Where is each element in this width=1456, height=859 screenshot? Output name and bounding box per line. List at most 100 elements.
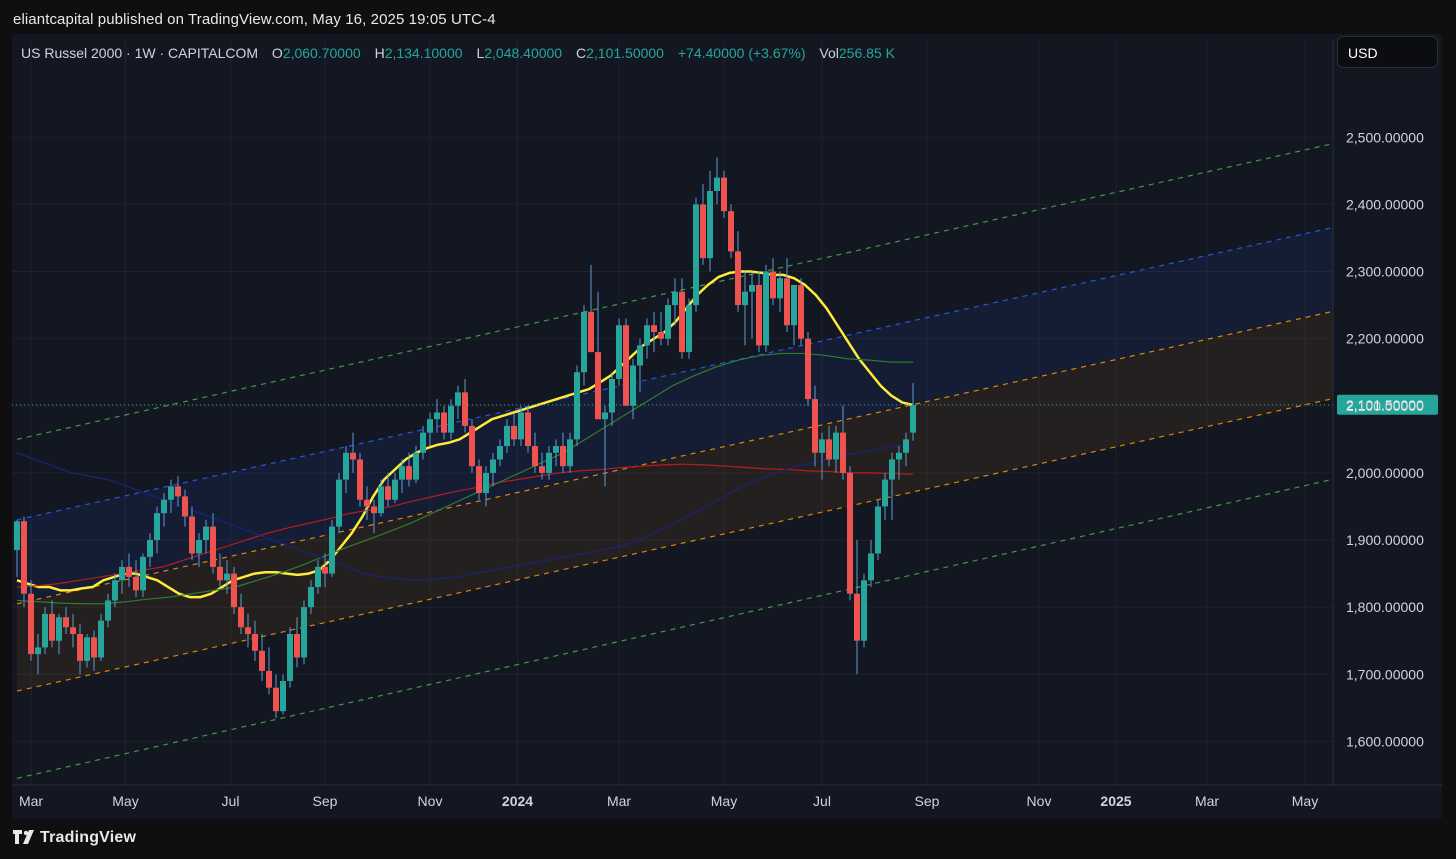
candle-body [322, 566, 328, 574]
candle-body [756, 284, 762, 346]
candle-body [336, 479, 342, 527]
candle-body [294, 633, 300, 658]
candle-body [154, 513, 160, 541]
candle-body [364, 499, 370, 507]
volume-label: Vol [819, 45, 839, 61]
candle-body [525, 412, 531, 447]
time-tick-label: 2025 [1100, 793, 1131, 809]
candle-body [763, 271, 769, 346]
footer-bar [0, 820, 1456, 859]
time-tick-label: May [711, 793, 737, 809]
candle-body [567, 439, 573, 467]
time-tick-label: Mar [19, 793, 43, 809]
candle-body [903, 439, 909, 453]
high-value: 2,134.10000 [384, 45, 463, 61]
publish-info: eliantcapital published on TradingView.c… [13, 11, 496, 28]
currency-button[interactable]: USD [1337, 36, 1438, 68]
moving-average-line [16, 463, 914, 588]
candle-body [168, 486, 174, 500]
candle-body [98, 620, 104, 658]
candle-body [455, 392, 461, 406]
candle-body [546, 452, 552, 473]
candle-body [728, 211, 734, 252]
candle-body [658, 331, 664, 339]
candle-body [252, 633, 258, 651]
symbol-name[interactable]: US Russel 2000 · 1W · CAPITALCOM [21, 45, 259, 61]
candle-body [35, 647, 41, 655]
candle-body [532, 446, 538, 467]
candle-body [427, 419, 433, 433]
channel-zone-upper [17, 227, 1333, 604]
candle-body [392, 479, 398, 500]
high-label: H [374, 45, 385, 61]
price-tick-label: 2,000.00000 [1346, 465, 1424, 481]
candle-body [378, 486, 384, 514]
price-tick-label: 2,200.00000 [1346, 331, 1424, 347]
tradingview-logo-icon[interactable] [12, 828, 38, 846]
candle-body [350, 452, 356, 460]
candle-body [476, 466, 482, 494]
candle-body [63, 617, 69, 628]
candle-body [805, 338, 811, 400]
candle-body [665, 305, 671, 339]
last-price-line: 2,101.50000 [12, 394, 1438, 415]
price-tick-label: 2,300.00000 [1346, 264, 1424, 280]
candle-body [448, 405, 454, 433]
candle-body [343, 452, 349, 480]
candle-body [700, 204, 706, 259]
candle-body [406, 466, 412, 480]
time-tick-label: Nov [1027, 793, 1052, 809]
candle-body [399, 466, 405, 480]
tradingview-brand[interactable]: TradingView [40, 829, 137, 846]
candle-body [301, 607, 307, 658]
candle-body [217, 566, 223, 581]
candle-body [770, 271, 776, 299]
candle-body [497, 446, 503, 460]
candle-body [553, 446, 559, 453]
time-tick-label: Sep [313, 793, 338, 809]
candle-body [21, 521, 27, 594]
candle-body [595, 352, 601, 420]
candle-body [231, 573, 237, 608]
candle-body [420, 432, 426, 453]
candle-body [14, 521, 20, 551]
candles [14, 157, 916, 718]
candle-body [735, 251, 741, 306]
last-price-label: 2,101.50000 [1346, 397, 1424, 413]
candle-body [644, 325, 650, 346]
candle-body [889, 459, 895, 480]
candle-body [175, 486, 181, 497]
candle-body [462, 392, 468, 426]
time-tick-label: Jul [222, 793, 240, 809]
grid-lines [12, 40, 1333, 785]
price-tick-label: 2,500.00000 [1346, 129, 1424, 145]
price-tick-label: 2,400.00000 [1346, 196, 1424, 212]
candle-body [679, 291, 685, 353]
candle-body [329, 526, 335, 574]
price-tick-label: 2,100.00000 [1346, 398, 1424, 414]
candle-body [56, 617, 62, 641]
time-tick-label: May [1292, 793, 1318, 809]
candle-body [602, 412, 608, 420]
candle-body [70, 627, 76, 634]
time-tick-label: Nov [418, 793, 443, 809]
candle-body [224, 573, 230, 581]
candle-body [847, 472, 853, 594]
candle-body [896, 452, 902, 460]
candle-body [105, 600, 111, 621]
low-value: 2,048.40000 [484, 45, 563, 61]
candle-body [560, 446, 566, 467]
candle-body [833, 432, 839, 460]
chart-panel[interactable] [12, 34, 1442, 819]
candle-body [483, 472, 489, 494]
candle-body [581, 311, 587, 373]
candle-body [798, 284, 804, 339]
candle-body [875, 506, 881, 554]
candle-body [819, 439, 825, 453]
moving-average-line [16, 352, 913, 605]
candle-body [882, 479, 888, 507]
time-tick-label: Jul [813, 793, 831, 809]
candle-body [245, 627, 251, 634]
candle-body [518, 412, 524, 440]
